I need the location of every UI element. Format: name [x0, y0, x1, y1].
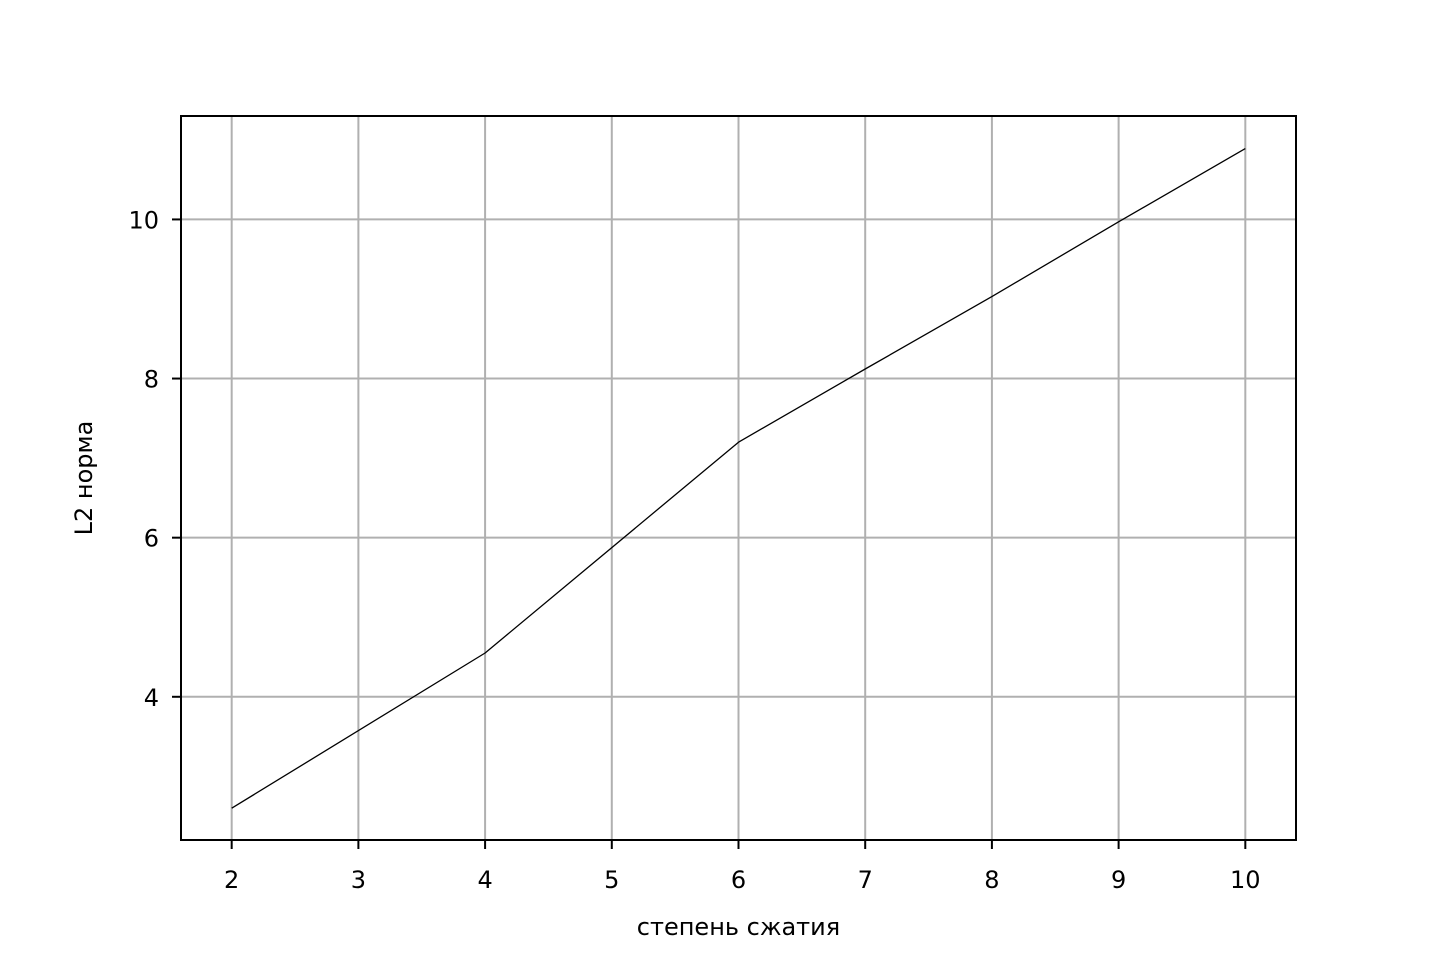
x-tick-label: 7: [858, 866, 873, 894]
x-axis-ticks: 2 3 4 5 6 7 8 9 10: [224, 840, 1261, 894]
y-tick-label: 8: [144, 366, 159, 394]
x-tick-label: 2: [224, 866, 239, 894]
x-tick-label: 4: [477, 866, 492, 894]
x-tick-label: 9: [1111, 866, 1126, 894]
x-axis-label: степень сжатия: [637, 913, 840, 941]
x-tick-label: 6: [731, 866, 746, 894]
y-tick-label: 6: [144, 525, 159, 553]
series-layer: [231, 148, 1246, 809]
x-tick-label: 3: [351, 866, 366, 894]
x-tick-label: 5: [604, 866, 619, 894]
y-axis-ticks: 4 6 8 10: [128, 206, 181, 712]
y-tick-label: 4: [144, 684, 159, 712]
y-axis-label: L2 норма: [70, 421, 98, 536]
y-tick-label: 10: [128, 206, 159, 234]
x-tick-label: 8: [984, 866, 999, 894]
series-line: [231, 148, 1246, 809]
grid: [181, 116, 1296, 840]
x-tick-label: 10: [1230, 866, 1261, 894]
